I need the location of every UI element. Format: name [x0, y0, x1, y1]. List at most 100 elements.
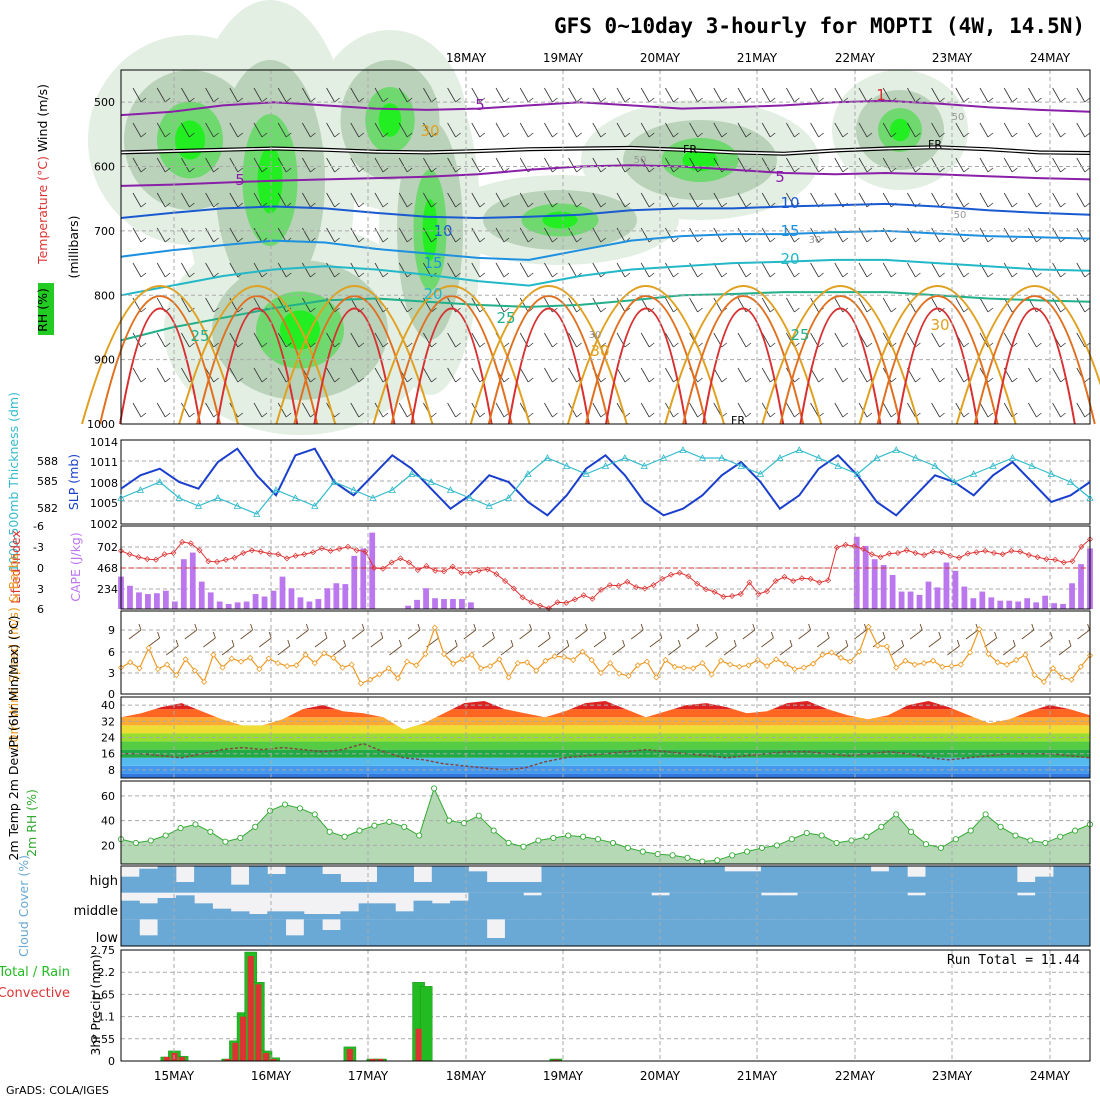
- thickness-point: [1008, 454, 1017, 461]
- cloud-cell-low: [504, 919, 524, 946]
- wind-barb: [616, 367, 626, 383]
- wind-barb: [431, 237, 437, 243]
- cloud-cell-low: [523, 919, 543, 946]
- rh-point: [267, 807, 274, 814]
- wind-barb: [1011, 97, 1018, 103]
- wind-barb: [213, 342, 219, 348]
- lifted-index-point: [816, 579, 823, 586]
- wind-speed-point: [256, 666, 263, 673]
- lifted-index-point: [423, 563, 430, 569]
- precip-convective-bar: [346, 1048, 353, 1061]
- wind-barb: [592, 227, 602, 243]
- isotherm-label: 30: [930, 316, 949, 334]
- wind-barb: [963, 132, 970, 138]
- wind-barb: [495, 262, 505, 278]
- lifted-index-point: [938, 549, 945, 556]
- wind-barb: [689, 122, 698, 138]
- cloud-cell-middle: [431, 903, 451, 920]
- wind-barb: [544, 227, 553, 243]
- wind-barb: [326, 192, 335, 208]
- slp-thickness-panel: 588 585 582 1014 1011 1008 1005 1002 1000-500mb …: [6, 392, 1094, 572]
- wind-barb: [665, 87, 674, 103]
- wind-barb: [939, 132, 945, 138]
- wind-barb: [794, 132, 800, 138]
- wind-barb: [140, 202, 147, 208]
- cloud-cell-high: [962, 866, 981, 893]
- date-label-top: 19MAY: [543, 51, 584, 65]
- wind-barb: [816, 637, 830, 648]
- wind-barb: [1084, 97, 1091, 103]
- wind-barb: [963, 167, 970, 173]
- wind-barb: [519, 297, 529, 313]
- rh-contour-label: 50: [952, 112, 965, 123]
- wind-barb: [858, 262, 868, 278]
- cape-bar: [306, 601, 313, 609]
- wind-barb: [374, 402, 384, 418]
- wind-barb: [834, 262, 844, 278]
- lifted-index-point: [964, 550, 971, 557]
- wind-barb: [164, 202, 171, 208]
- wind-barb: [713, 192, 723, 208]
- wind-barb: [737, 192, 747, 208]
- wind-barb: [673, 237, 679, 243]
- lifted-index-point: [1025, 552, 1032, 558]
- pressure-tick-label: 700: [94, 225, 115, 238]
- wind-barb: [370, 637, 384, 648]
- isotherm-warm-arc: [993, 307, 1076, 425]
- wind-barb: [302, 227, 311, 243]
- lifted-index-point: [921, 552, 928, 558]
- wind-barb: [891, 645, 904, 656]
- wind-barb: [979, 87, 989, 103]
- rh-point: [192, 821, 199, 828]
- cloud-cell-middle: [559, 892, 579, 920]
- isotherm-warm-arc: [507, 307, 590, 425]
- wind-barb: [253, 192, 263, 208]
- wind-barb: [253, 367, 263, 383]
- precip-convective-bar: [255, 984, 262, 1061]
- thickness-point: [776, 454, 784, 461]
- wind-barb: [237, 342, 244, 348]
- wind-barb: [213, 237, 219, 243]
- wind-barb: [742, 629, 756, 640]
- wind-barb: [455, 132, 461, 138]
- wind-barb: [423, 87, 432, 103]
- thickness-point: [892, 446, 900, 453]
- lifted-index-point: [807, 575, 814, 582]
- wind-speed-point: [1077, 663, 1084, 670]
- lifted-index-point: [301, 551, 308, 558]
- cloud-cell-low: [139, 935, 159, 946]
- wind-speed-point: [847, 658, 854, 665]
- lifted-index-point: [772, 578, 779, 584]
- thickness-point: [466, 494, 474, 501]
- wind-barb: [261, 342, 268, 348]
- wind-barb: [721, 132, 728, 138]
- wind-barb: [132, 367, 142, 383]
- wind-barb: [697, 307, 703, 313]
- wind-barb: [761, 157, 771, 173]
- wind-barb: [1060, 272, 1066, 278]
- wind-barb: [1028, 332, 1037, 348]
- isotherm-label: 1: [876, 86, 886, 104]
- wind-barb: [624, 97, 631, 103]
- wind-barb: [907, 122, 916, 138]
- cape-bar: [360, 548, 367, 609]
- wind-barb: [140, 132, 147, 138]
- wind-speed-point: [856, 648, 863, 655]
- rh-point: [669, 852, 676, 859]
- lifted-index-point: [563, 599, 570, 606]
- wind-barb: [665, 122, 674, 138]
- cloud-cell-middle: [614, 892, 634, 920]
- wind-barb: [665, 332, 674, 348]
- wind-barb: [310, 342, 316, 348]
- wind-speed-point: [191, 667, 198, 674]
- wind-barb: [324, 631, 328, 639]
- wind-barb: [164, 377, 171, 383]
- rh-point: [967, 827, 974, 834]
- thickness-point: [369, 494, 377, 501]
- thickness-point: [563, 462, 571, 469]
- rh-point: [416, 832, 423, 839]
- wind-barb: [132, 122, 142, 138]
- cloud-cell-high: [724, 871, 744, 893]
- cloud-row-label: middle: [74, 904, 118, 919]
- thickness-point: [117, 494, 125, 501]
